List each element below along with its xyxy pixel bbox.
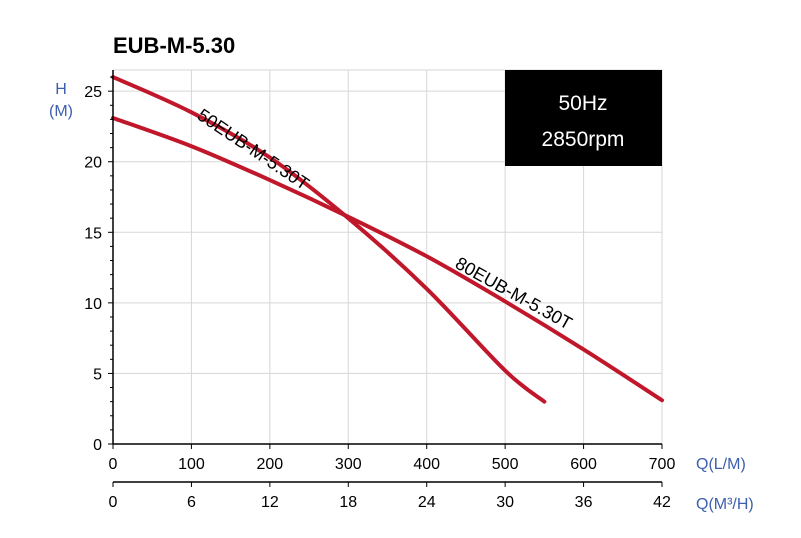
y-tick-label: 25 xyxy=(84,84,102,101)
series-line-80eub xyxy=(111,115,664,403)
series-label-50eub: 50EUB-M-5.30T xyxy=(194,105,313,194)
y-tick-label: 15 xyxy=(84,225,102,242)
x-tick-label-secondary: 30 xyxy=(496,494,514,511)
info-box-frequency: 50Hz xyxy=(558,92,607,115)
series-label-80eub: 80EUB-M-5.30T xyxy=(452,253,575,334)
x-tick-label-secondary: 0 xyxy=(109,494,118,511)
curves xyxy=(111,75,664,404)
series-line-50eub xyxy=(111,75,547,404)
x-tick-label-primary: 600 xyxy=(570,456,597,473)
x-tick-label-primary: 700 xyxy=(649,456,676,473)
y-tick-label: 20 xyxy=(84,155,102,172)
axes: 0 5 10 15 20 25 0 100 200 300 400 500 600 700 0 6 12 18 24… xyxy=(84,70,675,511)
y-axis-label-h: H xyxy=(55,81,67,98)
info-box-speed: 2850rpm xyxy=(542,128,625,151)
info-box xyxy=(505,70,662,166)
x-axis-label-lpm: Q(L/M) xyxy=(696,456,746,473)
x-tick-label-primary: 500 xyxy=(492,456,519,473)
x-tick-label-secondary: 12 xyxy=(261,494,279,511)
x-tick-label-secondary: 42 xyxy=(653,494,671,511)
y-tick-label: 5 xyxy=(93,366,102,383)
x-tick-label-secondary: 36 xyxy=(575,494,593,511)
x-tick-label-secondary: 24 xyxy=(418,494,436,511)
chart-title: EUB-M-5.30 xyxy=(113,33,235,58)
x-tick-label-secondary: 18 xyxy=(339,494,357,511)
x-tick-label-primary: 300 xyxy=(335,456,362,473)
x-tick-label-primary: 400 xyxy=(413,456,440,473)
x-tick-label-primary: 100 xyxy=(178,456,205,473)
x-tick-label-secondary: 6 xyxy=(187,494,196,511)
y-tick-label: 10 xyxy=(84,296,102,313)
x-tick-label-primary: 0 xyxy=(109,456,118,473)
x-axis-label-m3h: Q(M³/H) xyxy=(696,496,754,513)
x-tick-label-primary: 200 xyxy=(257,456,284,473)
y-tick-label: 0 xyxy=(93,437,102,454)
y-axis-label-unit: (M) xyxy=(49,103,73,120)
